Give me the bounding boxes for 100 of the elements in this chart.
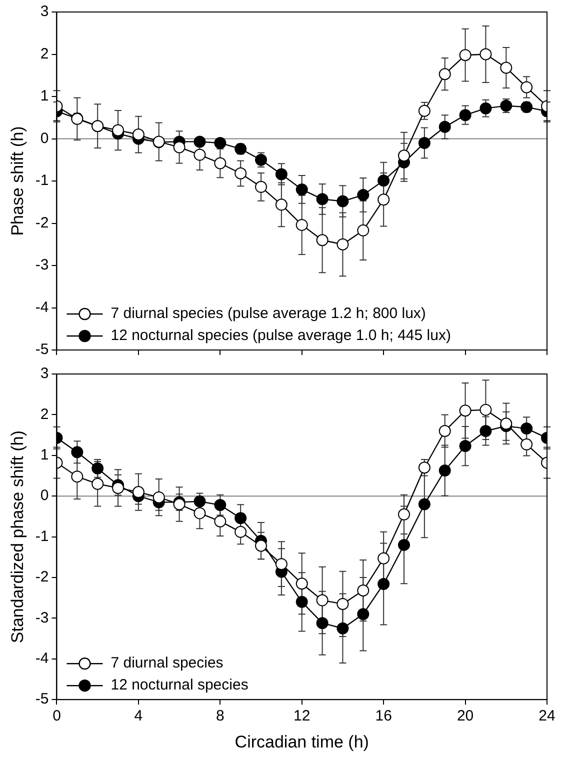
point	[296, 578, 308, 590]
point	[214, 515, 226, 528]
y-tick-label: 1	[40, 446, 49, 464]
point	[234, 512, 247, 524]
x-tick-label: 4	[134, 708, 143, 725]
point	[255, 180, 268, 193]
point	[459, 109, 472, 122]
point	[234, 526, 247, 538]
point	[378, 174, 390, 187]
point	[357, 608, 370, 620]
point	[357, 188, 370, 201]
point	[336, 238, 349, 250]
y-tick-label: -4	[35, 298, 49, 316]
x-tick-label: 0	[52, 708, 61, 725]
point	[275, 168, 288, 180]
point	[255, 540, 268, 552]
x-tick-label: 16	[375, 708, 392, 725]
point	[500, 418, 512, 430]
point	[132, 486, 144, 498]
y-tick-label: 0	[40, 130, 49, 147]
point	[418, 498, 430, 510]
point	[398, 538, 410, 551]
y-tick-label: -2	[35, 214, 49, 232]
y-tick-label: -3	[35, 256, 49, 274]
point	[520, 81, 533, 94]
point	[500, 62, 512, 74]
point	[418, 462, 430, 474]
point	[194, 148, 206, 161]
point	[336, 195, 349, 208]
point	[112, 482, 124, 494]
legend-label: 7 diurnal species (pulse average 1.2 h; 800 lux)	[110, 305, 426, 322]
y-tick-label: -5	[35, 690, 49, 708]
y-tick-label: -2	[35, 568, 49, 586]
point	[480, 424, 492, 437]
point	[152, 491, 165, 504]
y-tick-label: -1	[35, 528, 49, 545]
point	[459, 49, 472, 62]
y-tick-label: 3	[40, 365, 49, 382]
point	[234, 167, 247, 180]
point	[438, 464, 451, 476]
y-tick-label: 2	[40, 45, 49, 62]
point	[378, 194, 390, 206]
point	[316, 193, 328, 206]
point	[418, 104, 430, 117]
y-tick-label: 3	[40, 3, 49, 20]
y-tick-label: -5	[35, 341, 49, 358]
point	[92, 462, 104, 474]
point	[214, 157, 226, 170]
x-tick-label: 8	[216, 708, 224, 725]
point	[316, 594, 328, 606]
legend-label: 12 nocturnal species (pulse average 1.0 h; 445 lux)	[110, 327, 451, 344]
point	[398, 508, 410, 520]
point	[316, 234, 328, 246]
point	[275, 198, 288, 211]
point	[71, 446, 84, 458]
point	[316, 617, 328, 630]
y-tick-label: -4	[35, 650, 49, 668]
x-tick-label: 12	[294, 708, 310, 725]
point	[378, 552, 390, 564]
point	[459, 404, 472, 417]
point	[357, 584, 370, 597]
legend-label: 7 diurnal species	[110, 654, 224, 672]
y-axis-title: Standardized phase shift (h)	[8, 430, 27, 644]
point	[296, 218, 308, 231]
y-tick-label: -3	[35, 609, 49, 626]
x-tick-label: 20	[456, 708, 474, 725]
point	[112, 124, 124, 136]
point	[132, 128, 144, 141]
legend-label: 12 nocturnal species	[110, 676, 248, 694]
point	[173, 141, 186, 154]
point	[71, 470, 84, 483]
point	[438, 120, 451, 133]
point	[275, 558, 288, 570]
x-axis-title: Circadian time (h)	[234, 732, 369, 752]
point	[398, 150, 410, 162]
point	[194, 136, 206, 148]
point	[296, 596, 308, 608]
point	[194, 507, 206, 520]
point	[418, 136, 430, 149]
point	[194, 495, 206, 508]
point	[480, 48, 492, 60]
point	[438, 424, 451, 437]
point	[520, 438, 533, 450]
point	[92, 478, 104, 490]
point	[336, 598, 349, 610]
point	[378, 578, 390, 590]
point	[214, 499, 226, 512]
point	[520, 422, 533, 435]
point	[480, 404, 492, 416]
point	[357, 224, 370, 236]
point	[296, 183, 308, 196]
point	[480, 102, 492, 114]
point	[438, 68, 451, 80]
point	[336, 622, 349, 634]
y-tick-label: 2	[40, 406, 49, 423]
y-axis-title: Phase shift (h)	[8, 126, 27, 236]
x-tick-label: 24	[538, 708, 556, 725]
point	[459, 440, 472, 452]
y-tick-label: -1	[35, 172, 49, 190]
y-tick-label: 1	[40, 88, 49, 105]
